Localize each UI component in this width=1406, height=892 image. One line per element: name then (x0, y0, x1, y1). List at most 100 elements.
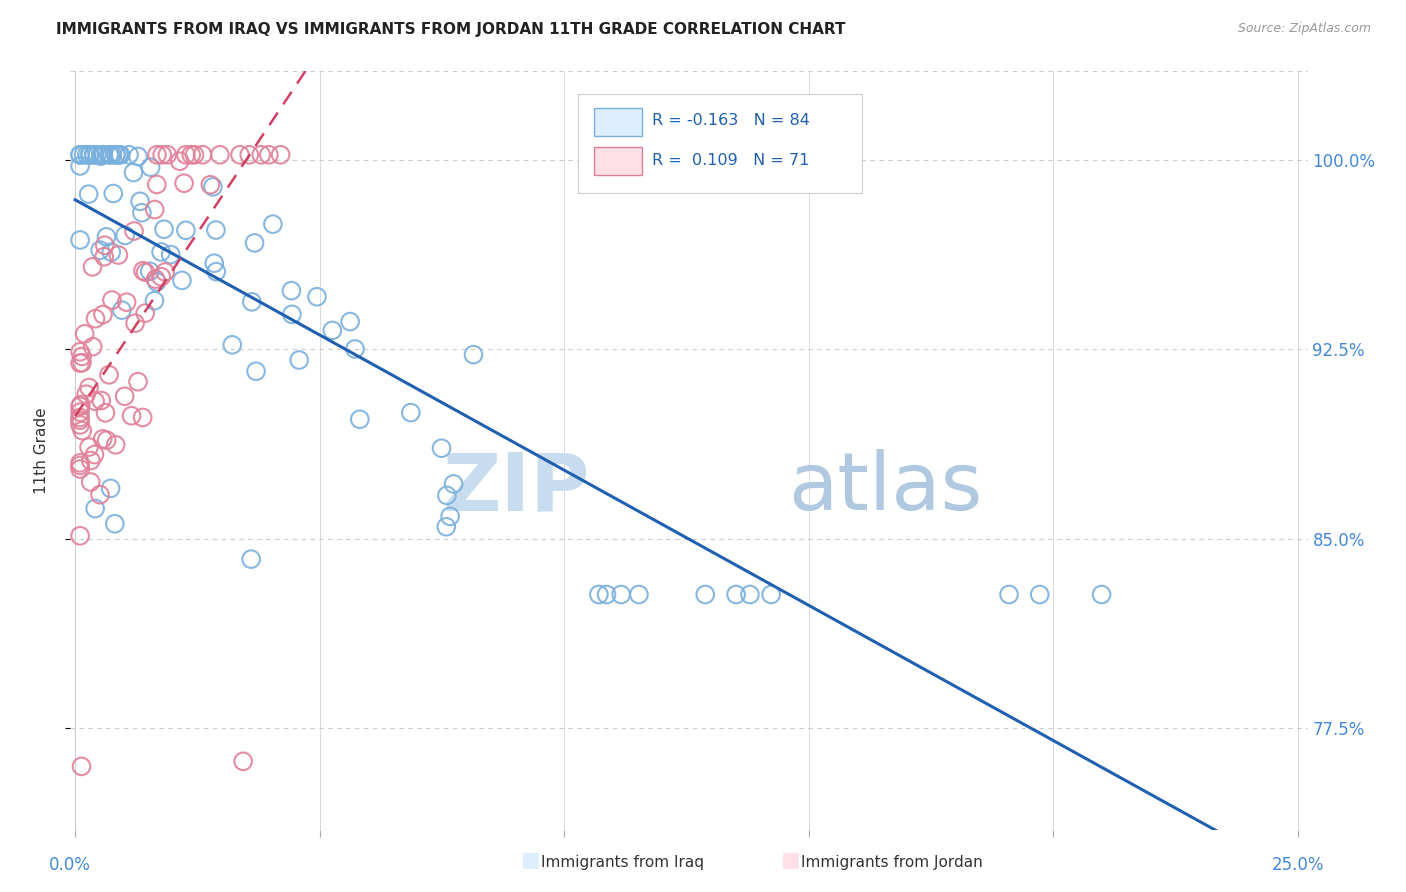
Point (262, 217, 284, 231)
Point (69, 356, 91, 370)
Point (69, 405, 91, 419)
Point (998, 587, 1021, 601)
Point (91, 308, 114, 322)
Point (208, 147, 231, 161)
Point (257, 147, 280, 161)
Point (229, 147, 252, 161)
Point (129, 194, 152, 209)
Point (86, 147, 108, 161)
Point (69, 400, 91, 414)
Point (94, 406, 117, 420)
Point (107, 147, 129, 161)
Point (115, 295, 138, 310)
Point (96, 433, 118, 447)
Point (127, 375, 149, 389)
Point (610, 587, 633, 601)
Point (108, 147, 131, 161)
Point (588, 587, 610, 601)
Point (91, 147, 114, 161)
Point (250, 147, 273, 161)
Text: ■: ■ (780, 850, 800, 870)
Point (243, 235, 266, 250)
Point (73, 326, 96, 341)
Point (436, 488, 458, 502)
Point (169, 154, 191, 169)
Point (121, 409, 143, 423)
Point (156, 147, 179, 161)
Point (110, 147, 132, 161)
Point (69, 344, 91, 359)
Text: ZIP: ZIP (443, 450, 591, 527)
Text: ■: ■ (520, 850, 540, 870)
Point (104, 516, 127, 531)
Point (93, 238, 115, 252)
Point (281, 307, 304, 321)
Point (82, 340, 104, 354)
Point (69, 159, 91, 173)
Text: atlas: atlas (787, 450, 983, 527)
Point (131, 410, 153, 425)
Point (430, 441, 453, 455)
Point (70, 356, 93, 370)
Point (349, 412, 371, 426)
Point (738, 587, 761, 601)
Point (695, 587, 717, 601)
Point (96, 230, 118, 244)
Point (84, 394, 107, 409)
Point (114, 228, 136, 243)
Point (146, 178, 169, 192)
Point (69, 458, 91, 473)
Point (104, 147, 127, 161)
Point (70, 424, 93, 438)
Point (69, 462, 91, 476)
Point (98, 368, 121, 382)
Point (135, 265, 157, 279)
Point (79, 147, 101, 161)
Point (69, 417, 91, 432)
Point (122, 224, 145, 238)
Point (91, 147, 114, 161)
Point (83, 147, 105, 161)
Point (150, 244, 173, 259)
Point (759, 587, 782, 601)
Point (107, 248, 129, 262)
Point (70, 398, 93, 412)
Point (174, 223, 197, 237)
Point (70, 759, 93, 773)
Text: Source: ZipAtlas.com: Source: ZipAtlas.com (1237, 22, 1371, 36)
Point (89, 244, 111, 258)
Point (77, 440, 100, 454)
Point (200, 178, 222, 192)
FancyBboxPatch shape (593, 147, 643, 175)
Point (98, 147, 121, 161)
Point (139, 264, 162, 278)
Point (69, 148, 91, 162)
Text: IMMIGRANTS FROM IRAQ VS IMMIGRANTS FROM JORDAN 11TH GRADE CORRELATION CHART: IMMIGRANTS FROM IRAQ VS IMMIGRANTS FROM … (56, 22, 846, 37)
Point (240, 294, 263, 309)
Point (150, 269, 173, 284)
Point (439, 509, 461, 524)
Text: 0.0%: 0.0% (49, 856, 91, 874)
Point (201, 179, 224, 194)
Point (1090, 587, 1112, 601)
Point (191, 147, 214, 161)
Y-axis label: 11th Grade: 11th Grade (35, 407, 49, 494)
Point (101, 293, 124, 307)
Point (70, 350, 93, 364)
Point (143, 202, 166, 217)
Point (93, 250, 115, 264)
Point (69, 456, 91, 470)
Point (77, 380, 100, 394)
Point (205, 223, 228, 237)
Point (84, 501, 107, 516)
Text: Immigrants from Iraq: Immigrants from Iraq (541, 855, 704, 870)
Point (240, 552, 263, 566)
Point (91, 432, 114, 446)
Point (595, 587, 617, 601)
Point (90, 147, 112, 161)
Point (183, 147, 205, 161)
Point (84, 311, 107, 326)
Point (127, 149, 149, 163)
Point (343, 342, 366, 356)
Point (72, 147, 94, 161)
